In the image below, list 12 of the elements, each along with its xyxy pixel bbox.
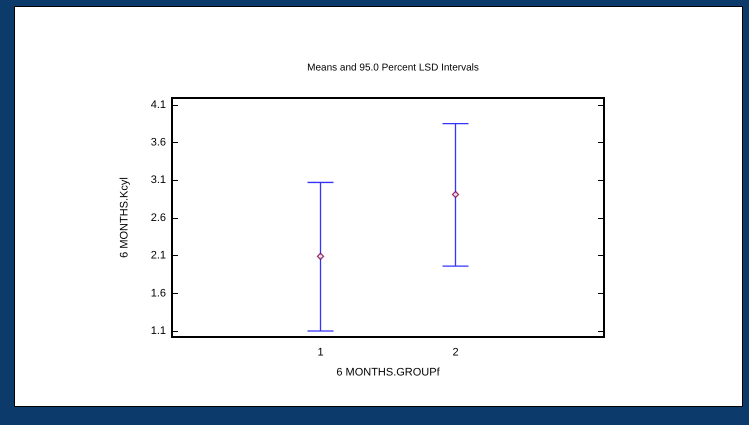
y-tick-label: 3.6 — [150, 136, 166, 148]
x-tick-label: 1 — [317, 346, 324, 358]
y-tick-label: 3.1 — [150, 174, 166, 186]
y-tick-label: 1.6 — [150, 287, 166, 300]
y-axis-title: 6 MONTHS.Kcyl — [118, 177, 130, 258]
x-tick-label: 2 — [452, 346, 459, 358]
y-tick-label: 1.1 — [150, 324, 166, 337]
x-axis-title: 6 MONTHS.GROUPf — [336, 366, 441, 378]
y-tick-label: 2.6 — [150, 212, 166, 224]
chart-title: Means and 95.0 Percent LSD Intervals — [307, 62, 479, 74]
y-tick-label: 4.1 — [150, 98, 166, 111]
y-tick-label: 2.1 — [150, 250, 166, 262]
